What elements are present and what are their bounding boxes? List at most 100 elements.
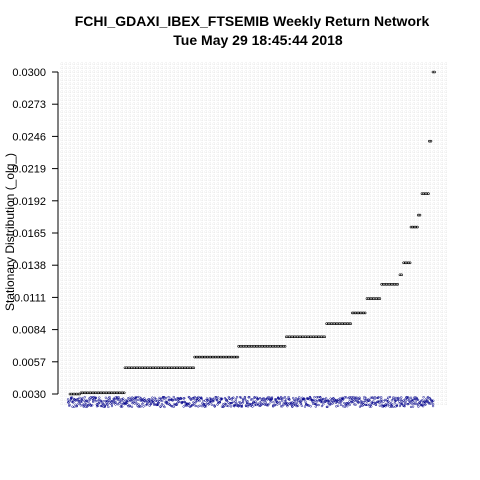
data-point <box>274 344 277 348</box>
data-point-bottom <box>354 396 357 400</box>
data-point-bottom <box>189 397 192 401</box>
data-point <box>362 311 365 315</box>
data-point <box>218 355 222 359</box>
data-point-bottom <box>328 403 331 407</box>
data-point <box>423 192 427 195</box>
data-point-bottom <box>353 399 357 402</box>
data-point <box>215 355 219 359</box>
data-point-bottom <box>241 399 245 402</box>
data-point-bottom <box>91 404 94 407</box>
data-point-bottom <box>278 397 281 401</box>
data-point <box>251 344 255 348</box>
data-point-bottom <box>184 404 188 407</box>
data-point <box>103 391 107 395</box>
data-point-bottom <box>265 404 269 407</box>
data-point-bottom <box>74 403 77 406</box>
data-point-bottom <box>98 401 101 405</box>
data-point-bottom <box>410 398 414 401</box>
data-point-bottom <box>240 404 244 408</box>
data-point <box>94 391 97 395</box>
data-point-bottom <box>136 404 139 407</box>
data-point-bottom <box>205 397 209 400</box>
data-point <box>262 344 266 348</box>
data-point-bottom <box>163 405 166 409</box>
data-point-bottom <box>409 396 413 399</box>
data-point-bottom <box>369 403 372 407</box>
data-point <box>407 261 410 265</box>
data-point-bottom <box>269 401 272 404</box>
data-point <box>217 355 220 359</box>
data-point-bottom <box>283 399 287 403</box>
data-point-bottom <box>102 402 105 406</box>
data-point-bottom <box>353 403 356 406</box>
data-point-bottom <box>229 405 233 408</box>
data-point-bottom <box>212 399 215 403</box>
data-point-bottom <box>367 399 370 403</box>
data-point-bottom <box>429 402 432 405</box>
data-point <box>428 139 431 143</box>
y-tick-label: 0.0300 <box>12 67 46 79</box>
data-point-bottom <box>66 398 70 401</box>
data-point-bottom <box>238 403 242 406</box>
data-point-bottom <box>418 401 421 405</box>
data-point-bottom <box>346 405 349 408</box>
data-point <box>114 391 118 395</box>
data-point-bottom <box>104 396 107 399</box>
data-point-bottom <box>76 398 80 401</box>
data-point <box>122 391 126 395</box>
data-point-bottom <box>123 402 126 406</box>
data-point-bottom <box>320 400 324 404</box>
data-point <box>79 391 83 395</box>
data-point <box>176 366 180 370</box>
data-point <box>193 355 196 359</box>
data-point-bottom <box>251 405 254 408</box>
data-point-bottom <box>339 401 342 404</box>
data-point-bottom <box>135 398 138 402</box>
data-point-bottom <box>160 403 164 406</box>
data-point <box>152 366 156 370</box>
data-point-bottom <box>137 403 140 406</box>
data-point-bottom <box>285 398 288 401</box>
data-point <box>367 297 370 300</box>
data-point <box>339 322 343 325</box>
data-point-bottom <box>387 402 390 405</box>
data-point <box>92 391 96 395</box>
data-point <box>342 322 346 325</box>
data-point <box>417 213 420 217</box>
data-point-bottom <box>250 403 253 406</box>
data-point-bottom <box>113 398 116 401</box>
data-point-bottom <box>178 400 181 404</box>
data-point-bottom <box>204 403 207 406</box>
data-point-bottom <box>383 398 387 402</box>
data-point-bottom <box>256 402 260 405</box>
data-point <box>256 344 260 348</box>
data-point <box>275 344 279 348</box>
data-point <box>210 355 214 359</box>
data-point-bottom <box>129 398 132 401</box>
data-point-bottom <box>220 397 223 401</box>
data-point-bottom <box>293 400 297 403</box>
data-point <box>245 344 248 348</box>
data-point <box>106 391 110 395</box>
data-point-bottom <box>403 402 407 406</box>
data-point-bottom <box>379 400 382 403</box>
data-point-bottom <box>114 401 118 404</box>
data-point-bottom <box>392 405 395 409</box>
data-point-bottom <box>78 396 81 400</box>
bottom-series <box>66 395 435 409</box>
data-point-bottom <box>380 396 383 399</box>
data-point-bottom <box>412 401 415 404</box>
data-point-bottom <box>385 399 388 403</box>
data-point <box>368 297 372 300</box>
data-point <box>315 335 319 339</box>
data-point-bottom <box>397 396 400 400</box>
data-point <box>163 366 167 370</box>
data-point <box>100 391 104 395</box>
data-point <box>296 335 299 339</box>
data-point-bottom <box>158 398 161 401</box>
data-point-bottom <box>141 402 144 406</box>
data-point-bottom <box>393 402 396 405</box>
data-point-bottom <box>159 405 162 408</box>
data-point <box>95 391 99 395</box>
data-point-bottom <box>97 399 100 402</box>
